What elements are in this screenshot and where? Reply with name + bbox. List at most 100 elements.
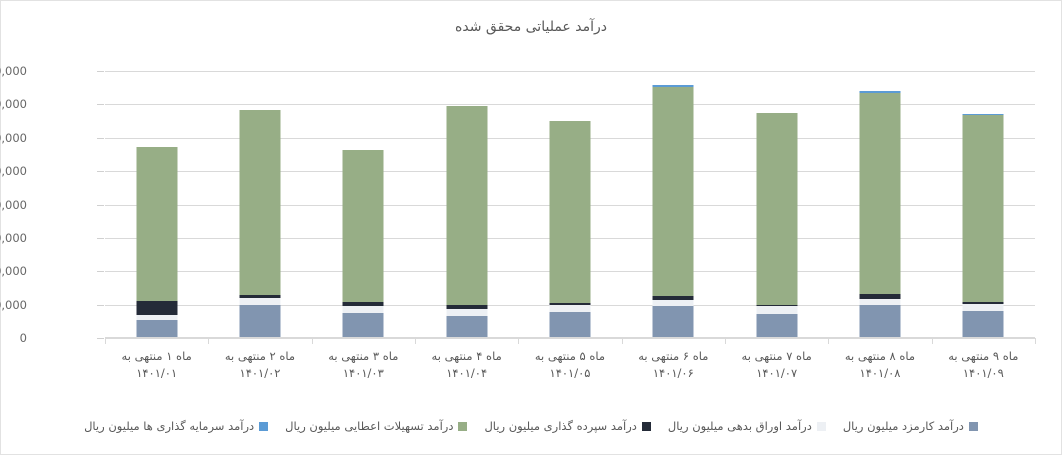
x-axis-label: ماه ۱ منتهی به ۱۴۰۱/۰۱ — [105, 348, 208, 382]
x-axis-label-line1: ماه ۶ منتهی به — [638, 349, 709, 363]
legend-swatch-icon — [641, 421, 651, 431]
legend-item[interactable]: درآمد اوراق بدهی میلیون ریال — [668, 419, 826, 433]
bar-segment[interactable] — [756, 306, 798, 315]
legend-label: درآمد سرمایه گذاری ها میلیون ریال — [84, 419, 255, 433]
x-axis-label-line1: ماه ۵ منتهی به — [534, 349, 606, 363]
y-axis-tick-label: 4,000,000 — [0, 264, 27, 279]
y-axis-tick-mark — [97, 204, 104, 206]
x-axis-labels: ماه ۱ منتهی به ۱۴۰۱/۰۱ ماه ۲ منتهی به ۱۴۰۱/… — [105, 348, 1035, 404]
x-axis-label-line1: ماه ۱ منتهی به — [121, 349, 192, 363]
stacked-bar[interactable] — [446, 106, 488, 338]
bar-segment[interactable] — [239, 294, 281, 299]
bar-segment[interactable] — [239, 305, 281, 338]
bar-category-slot — [415, 71, 518, 338]
bar-segment[interactable] — [859, 91, 901, 93]
x-axis-tick — [621, 338, 623, 344]
x-axis-label: ماه ۲ منتهی به ۱۴۰۱/۰۲ — [208, 348, 311, 382]
x-axis-label-line1: ماه ۴ منتهی به — [431, 349, 502, 363]
bar-segment[interactable] — [136, 315, 178, 320]
gridline — [105, 104, 1035, 106]
bar-segment[interactable] — [342, 313, 384, 338]
legend-swatch-icon — [816, 421, 826, 431]
bar-segment[interactable] — [549, 311, 591, 338]
x-axis-label: ماه ۶ منتهی به ۱۴۰۱/۰۶ — [622, 348, 725, 382]
x-axis-tick — [208, 338, 210, 344]
bar-segment[interactable] — [859, 305, 901, 338]
bar-segment[interactable] — [652, 300, 694, 306]
bar-segment[interactable] — [756, 314, 798, 338]
bar-segment[interactable] — [652, 84, 694, 87]
bar-segment[interactable] — [446, 106, 488, 306]
legend-item[interactable]: درآمد کارمزد میلیون ریال — [843, 419, 978, 433]
bar-category-slot — [312, 71, 415, 338]
x-axis-label-line1: ماه ۹ منتهی به — [948, 349, 1019, 363]
legend-swatch-icon — [259, 421, 269, 431]
x-axis-label-line2: ۱۴۰۱/۰۸ — [859, 366, 901, 380]
bar-segment[interactable] — [652, 305, 694, 338]
x-axis-tick — [105, 338, 106, 344]
x-axis-label-line1: ماه ۸ منتهی به — [844, 349, 916, 363]
bar-segment[interactable] — [342, 302, 384, 307]
stacked-bar[interactable] — [962, 113, 1004, 338]
chart-legend: درآمد سرمایه گذاری ها میلیون ریال درآمد ت… — [1, 419, 1061, 433]
bar-segment[interactable] — [962, 113, 1004, 116]
x-axis-label: ماه ۳ منتهی به ۱۴۰۱/۰۳ — [312, 348, 415, 382]
stacked-bar[interactable] — [652, 84, 694, 338]
legend-item[interactable]: درآمد تسهیلات اعطایی میلیون ریال — [285, 419, 468, 433]
legend-swatch-icon — [458, 421, 468, 431]
bar-segment[interactable] — [446, 305, 488, 310]
bar-category-slot — [105, 71, 208, 338]
bar-segment[interactable] — [446, 309, 488, 316]
legend-item[interactable]: درآمد سرمایه گذاری ها میلیون ریال — [84, 419, 269, 433]
gridline — [105, 71, 1035, 72]
stacked-bar[interactable] — [756, 112, 798, 338]
bar-segment[interactable] — [549, 302, 591, 306]
y-axis-tick-label: 16,000,000 — [0, 64, 27, 78]
stacked-bar[interactable] — [549, 120, 591, 338]
x-axis-tick — [518, 338, 520, 344]
y-axis-tick-label: 12,000,000 — [0, 130, 27, 145]
bar-segment[interactable] — [136, 146, 178, 302]
legend-item[interactable]: درآمد سپرده گذاری میلیون ریال — [484, 419, 651, 433]
bar-segment[interactable] — [962, 115, 1004, 303]
y-axis-tick-mark — [97, 71, 104, 72]
y-axis-tick-label: 6,000,000 — [0, 230, 27, 245]
bar-segment[interactable] — [859, 293, 901, 299]
stacked-bar[interactable] — [239, 109, 281, 338]
bar-segment[interactable] — [342, 306, 384, 314]
bar-segment[interactable] — [859, 298, 901, 306]
bar-segment[interactable] — [549, 120, 591, 303]
y-axis-tick-label: 2,000,000 — [0, 297, 27, 312]
y-axis-tick-mark — [97, 338, 104, 339]
x-axis-tick — [1035, 338, 1036, 344]
y-axis-tick-label: 10,000,000 — [0, 164, 27, 179]
bar-segment[interactable] — [859, 92, 901, 294]
x-axis-tick — [725, 338, 726, 344]
y-axis-tick-label: 8,000,000 — [0, 197, 27, 212]
bar-segment[interactable] — [136, 301, 178, 316]
bar-segment[interactable] — [549, 305, 591, 312]
x-axis-label: ماه ۴ منتهی به ۱۴۰۱/۰۴ — [415, 348, 518, 382]
x-axis-label-line2: ۱۴۰۱/۰۶ — [652, 366, 694, 380]
bar-segment[interactable] — [446, 315, 488, 338]
bar-segment[interactable] — [756, 304, 798, 307]
y-axis-tick-mark — [97, 137, 104, 139]
bar-segment[interactable] — [962, 311, 1004, 338]
stacked-bar[interactable] — [859, 91, 901, 338]
bar-segment[interactable] — [239, 109, 281, 295]
bar-category-slot — [932, 71, 1035, 338]
stacked-bar[interactable] — [342, 150, 384, 338]
bar-segment[interactable] — [239, 298, 281, 306]
y-axis: 0 2,000,000 4,000,000 6,000,000 8,000,000 10,… — [0, 64, 1063, 345]
legend-label: درآمد اوراق بدهی میلیون ریال — [667, 419, 812, 433]
bar-segment[interactable] — [136, 319, 178, 338]
bar-segment[interactable] — [756, 112, 798, 305]
bar-segment[interactable] — [342, 150, 384, 303]
bar-segment[interactable] — [962, 302, 1004, 305]
bar-segment[interactable] — [962, 304, 1004, 312]
bar-segment[interactable] — [652, 296, 694, 301]
bar-segment[interactable] — [652, 86, 694, 297]
stacked-bar[interactable] — [136, 146, 178, 338]
x-axis-label-line2: ۱۴۰۱/۰۱ — [136, 366, 178, 380]
x-axis-label-line1: ماه ۲ منتهی به — [224, 349, 296, 363]
